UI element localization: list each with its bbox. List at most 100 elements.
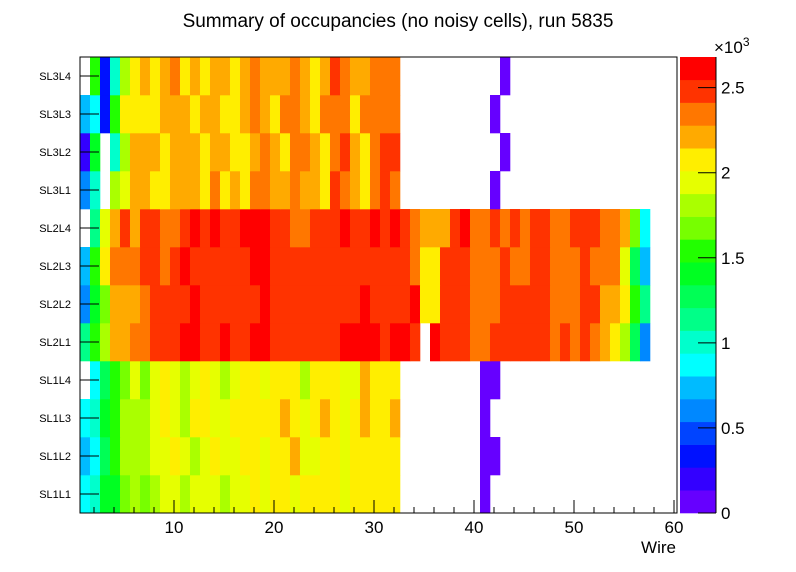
- heatmap-cell-SL3L2-wire-8: [150, 133, 161, 172]
- heatmap-cell-SL3L3-wire-20: [270, 95, 281, 134]
- heatmap-cell-SL2L3-wire-51: [580, 247, 591, 286]
- heatmap-cell-SL2L3-wire-34: [410, 247, 421, 286]
- heatmap-cell-SL2L3-wire-28: [350, 247, 361, 286]
- heatmap-cell-SL3L1-wire-5: [120, 171, 131, 210]
- x-tick-label: 40: [465, 518, 484, 537]
- heatmap-cell-SL3L3-wire-32: [390, 95, 401, 134]
- heatmap-cell-SL1L1-wire-24: [310, 475, 321, 514]
- heatmap-cell-SL1L2-wire-24: [310, 437, 321, 476]
- heatmap-cell-SL3L2-wire-22: [290, 133, 301, 172]
- heatmap-cell-SL1L2-wire-31: [380, 437, 391, 476]
- heatmap-cell-SL1L2-wire-13: [200, 437, 211, 476]
- heatmap-cell-SL1L4-wire-30: [370, 361, 381, 400]
- heatmap-cell-SL1L2-wire-3: [100, 437, 111, 476]
- heatmap-cell-SL3L1-wire-9: [160, 171, 171, 210]
- heatmap-cell-SL3L4-wire-26: [330, 57, 341, 96]
- heatmap-cell-SL1L4-wire-25: [320, 361, 331, 400]
- color-scale-segment: [680, 102, 716, 126]
- y-tick-label-SL2L3: SL2L3: [39, 261, 71, 273]
- heatmap-cell-SL3L1-wire-26: [330, 171, 341, 210]
- heatmap-cell-SL2L2-wire-15: [220, 285, 231, 324]
- heatmap-cell-SL3L3-wire-26: [330, 95, 341, 134]
- heatmap-cell-SL3L1-wire-20: [270, 171, 281, 210]
- heatmap-cell-SL3L2-wire-19: [260, 133, 271, 172]
- heatmap-cell-SL2L2-wire-24: [310, 285, 321, 324]
- heatmap-cell-SL1L4-wire-15: [220, 361, 231, 400]
- heatmap-cell-SL3L1-wire-25: [320, 171, 331, 210]
- heatmap-cell-SL2L2-wire-39: [460, 285, 471, 324]
- heatmap-cell-SL3L2-wire-21: [280, 133, 291, 172]
- heatmap-cell-SL1L1-wire-26: [330, 475, 341, 514]
- heatmap-cell-SL2L3-wire-25: [320, 247, 331, 286]
- y-tick-label-SL2L4: SL2L4: [39, 223, 71, 235]
- heatmap-cell-SL2L2-wire-51: [580, 285, 591, 324]
- heatmap-cell-SL3L1-wire-18: [250, 171, 261, 210]
- color-scale-segment: [680, 171, 716, 195]
- heatmap-cell-SL3L3-wire-18: [250, 95, 261, 134]
- x-tick-label: 30: [365, 518, 384, 537]
- heatmap-cell-SL2L3-wire-17: [240, 247, 251, 286]
- heatmap-cell-SL2L3-wire-8: [150, 247, 161, 286]
- heatmap-cell-SL1L2-wire-19: [260, 437, 271, 476]
- heatmap-cell-SL1L2-wire-15: [220, 437, 231, 476]
- heatmap-cell-SL3L3-wire-4: [110, 95, 121, 134]
- heatmap-cell-SL3L4-wire-29: [360, 57, 371, 96]
- heatmap-cell-SL2L1-wire-46: [530, 323, 541, 362]
- heatmap-cell-SL1L2-wire-5: [120, 437, 131, 476]
- heatmap-cell-SL3L2-wire-23: [300, 133, 311, 172]
- heatmap-cell-SL1L3-wire-6: [130, 399, 141, 438]
- heatmap-cell-SL1L4-wire-10: [170, 361, 181, 400]
- heatmap-cell-SL2L2-wire-49: [560, 285, 571, 324]
- heatmap-cell-SL2L4-wire-19: [260, 209, 271, 248]
- heatmap-cell-SL1L1-wire-31: [380, 475, 391, 514]
- heatmap-cell-SL1L3-wire-25: [320, 399, 331, 438]
- heatmap-cell-SL1L3-wire-15: [220, 399, 231, 438]
- heatmap-cell-SL2L3-wire-44: [510, 247, 521, 286]
- heatmap-cell-SL1L2-wire-6: [130, 437, 141, 476]
- heatmap-cell-SL2L4-wire-33: [400, 209, 411, 248]
- heatmap-cell-SL3L2-wire-20: [270, 133, 281, 172]
- heatmap-cell-SL3L2-wire-28: [350, 133, 361, 172]
- y-tick-label-SL3L4: SL3L4: [39, 71, 71, 83]
- heatmap-cell-SL2L1-wire-5: [120, 323, 131, 362]
- heatmap-cell-SL1L3-wire-12: [190, 399, 201, 438]
- heatmap-cell-SL1L1-wire-20: [270, 475, 281, 514]
- heatmap-cell-SL1L1-wire-5: [120, 475, 131, 514]
- heatmap-cell-SL2L4-wire-15: [220, 209, 231, 248]
- heatmap-cell-SL1L1-wire-30: [370, 475, 381, 514]
- heatmap-cell-SL2L2-wire-31: [380, 285, 391, 324]
- heatmap-cell-SL2L1-wire-54: [610, 323, 621, 362]
- heatmap-cell-SL3L3-wire-22: [290, 95, 301, 134]
- heatmap-cell-SL2L1-wire-37: [440, 323, 451, 362]
- heatmap-cell-SL2L2-wire-42: [490, 285, 501, 324]
- heatmap-cell-SL2L4-wire-21: [280, 209, 291, 248]
- heatmap-cell-SL2L2-wire-38: [450, 285, 461, 324]
- heatmap-cell-SL3L4-wire-5: [120, 57, 131, 96]
- heatmap-cell-SL3L4-wire-24: [310, 57, 321, 96]
- heatmap-cell-SL1L2-wire-4: [110, 437, 121, 476]
- heatmap-cell-SL2L2-wire-8: [150, 285, 161, 324]
- heatmap-cell-SL3L3-wire-9: [160, 95, 171, 134]
- y-tick-label-SL3L1: SL3L1: [39, 185, 71, 197]
- heatmap-cell-SL3L1-wire-21: [280, 171, 291, 210]
- heatmap-cell-SL3L4-wire-12: [190, 57, 201, 96]
- heatmap-cell-SL2L4-wire-5: [120, 209, 131, 248]
- heatmap-cell-SL1L4-wire-4: [110, 361, 121, 400]
- heatmap-cell-SL2L4-wire-14: [210, 209, 221, 248]
- color-scale-segment: [680, 193, 716, 217]
- heatmap-cell-SL2L3-wire-13: [200, 247, 211, 286]
- heatmap-cell-SL3L1-wire-11: [180, 171, 191, 210]
- heatmap-cell-SL1L2-wire-41: [480, 437, 491, 476]
- heatmap-cell-SL2L4-wire-8: [150, 209, 161, 248]
- heatmap-cell-SL2L2-wire-17: [240, 285, 251, 324]
- heatmap-cell-SL2L1-wire-39: [460, 323, 471, 362]
- heatmap-cell-SL2L3-wire-29: [360, 247, 371, 286]
- heatmap-cell-SL2L3-wire-40: [470, 247, 481, 286]
- heatmap-cell-SL3L1-wire-28: [350, 171, 361, 210]
- heatmap-cell-SL2L2-wire-11: [180, 285, 191, 324]
- heatmap-cell-SL2L2-wire-32: [390, 285, 401, 324]
- heatmap-cell-SL1L1-wire-13: [200, 475, 211, 514]
- heatmap-cell-SL2L1-wire-51: [580, 323, 591, 362]
- heatmap-cell-SL3L3-wire-13: [200, 95, 211, 134]
- heatmap-cell-SL1L4-wire-18: [250, 361, 261, 400]
